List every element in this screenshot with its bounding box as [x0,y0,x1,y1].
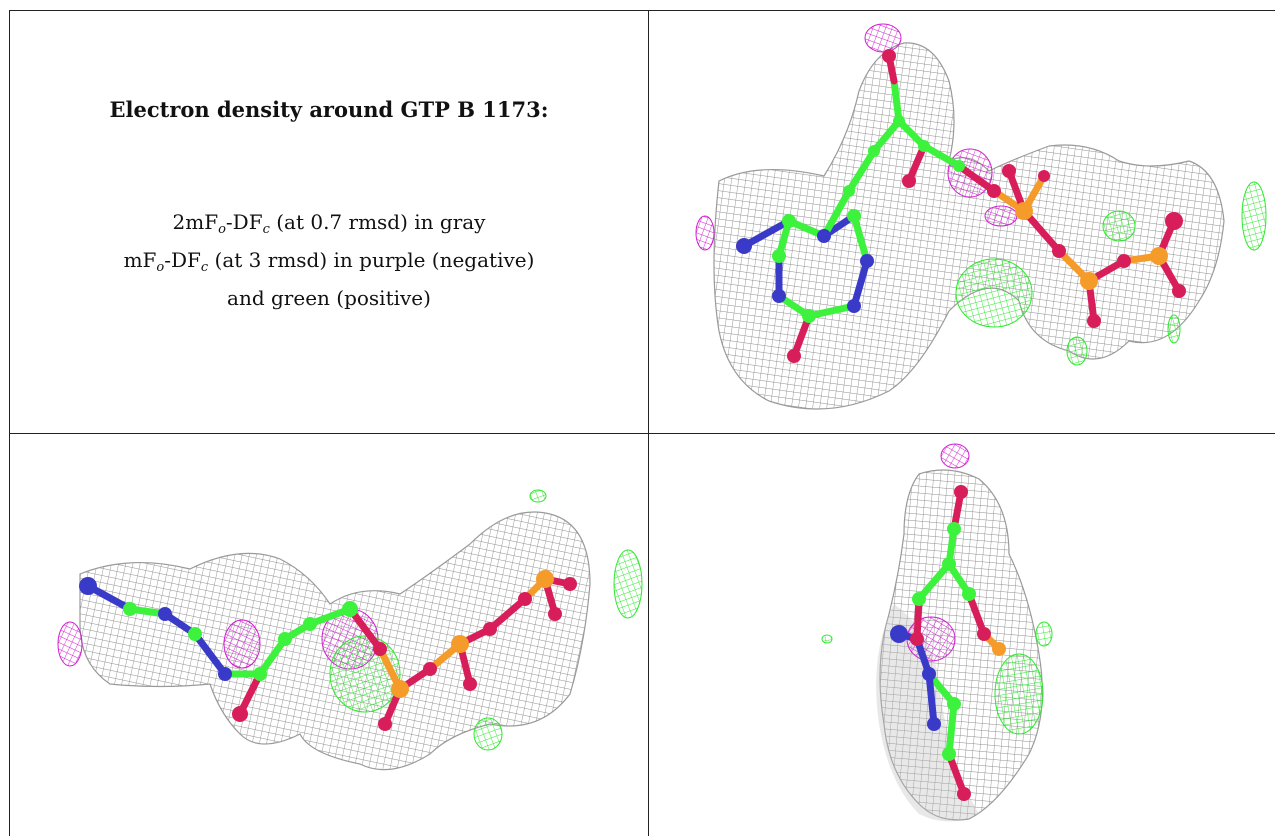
density-view-top-right [649,11,1275,433]
negative-blob [695,215,715,251]
positive-blob [1035,621,1053,647]
border-middle-horizontal [9,433,1275,434]
legend-line-positive: and green (positive) [227,286,431,310]
positive-blob [1102,210,1136,242]
density-view-bottom-left [10,434,648,836]
molecule-atoms [736,49,1186,363]
positive-blob [821,634,833,644]
caption-title: Electron density around GTP B 1173: [109,97,549,122]
negative-blob [984,205,1018,227]
positive-blob [613,549,643,619]
negative-blob [940,443,970,469]
positive-blob [529,489,547,503]
negative-blob [57,621,83,667]
positive-blob [1241,181,1267,251]
positive-blob [1167,314,1181,344]
caption-legend: 2mFo-DFc (at 0.7 rmsd) in gray mFo-DFc (… [10,207,648,314]
border-left [9,10,10,836]
legend-line-difference: mFo-DFc (at 3 rmsd) in purple (negative) [123,248,535,275]
positive-blob [473,717,503,751]
caption-cell: Electron density around GTP B 1173: 2mFo… [10,11,648,433]
density-view-bottom-right [649,434,1275,836]
molecule-atoms [890,485,1006,801]
border-top [9,10,1275,11]
negative-blob [864,23,902,53]
gray-density-mesh [879,469,1043,821]
positive-blob [955,258,1033,328]
positive-blob [994,653,1044,735]
positive-blob [1066,336,1088,366]
negative-blob [223,619,261,669]
molecule-atoms [79,570,577,731]
legend-line-gray: 2mFo-DFc (at 0.7 rmsd) in gray [172,210,486,237]
border-middle-vertical [648,10,649,836]
